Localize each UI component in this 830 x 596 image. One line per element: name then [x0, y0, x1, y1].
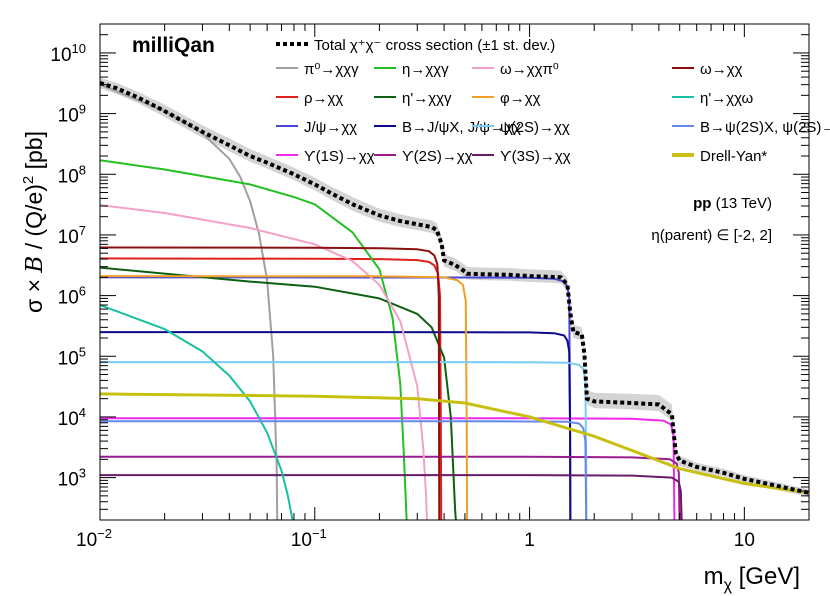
series-line-10 — [100, 361, 588, 520]
x-tick-label-1: 10−1 — [291, 526, 327, 551]
experiment-label: milliQan — [132, 34, 215, 57]
legend-label-13: η'→χχω — [700, 90, 754, 107]
series-line-6 — [100, 331, 572, 520]
y-tick-label-7: 1010 — [50, 41, 86, 66]
y-axis-label: σ × B / (Q/e)2 [pb] — [20, 131, 48, 313]
legend-label-12: ω→χχ — [700, 61, 743, 78]
legend-label-0: π⁰→χχγ — [304, 61, 359, 78]
series-line-12 — [100, 246, 441, 520]
legend-label-2: J/ψ→χχ — [304, 119, 357, 136]
y-tick-label-6: 109 — [58, 102, 86, 127]
y-tick-label-5: 108 — [58, 162, 86, 187]
legend-label-4: η→χχγ — [402, 61, 449, 78]
legend-label-1: ρ→χχ — [304, 90, 343, 107]
y-tick-label-4: 107 — [58, 223, 86, 248]
x-axis-label: mχ [GeV] — [704, 563, 800, 594]
y-tick-label-1: 104 — [58, 405, 86, 430]
series-line-2 — [100, 276, 572, 520]
plot-frame — [99, 23, 810, 521]
axis-ticks — [99, 23, 810, 521]
legend: Total χ⁺χ⁻ cross section (±1 st. dev.) π… — [276, 37, 830, 165]
series-line-5 — [100, 266, 457, 520]
series-line-14 — [100, 420, 588, 520]
legend-label-14: B→ψ(2S)X, ψ(2S)→χχ — [700, 119, 830, 136]
legend-label-11: ϒ(3S)→χχ — [500, 148, 571, 165]
x-tick-label-2: 1 — [524, 530, 535, 551]
series-line-9 — [100, 275, 469, 520]
legend-label-15: Drell-Yan* — [700, 148, 767, 165]
plot-area — [100, 77, 809, 520]
legend-label-total: Total χ⁺χ⁻ cross section (±1 st. dev.) — [314, 37, 555, 54]
y-tick-label-0: 103 — [58, 466, 86, 491]
legend-label-6: B→J/ψX, J/ψ→χχ — [402, 119, 521, 136]
series-line-8 — [100, 204, 428, 520]
legend-label-8: ω→χχπ⁰ — [500, 61, 559, 78]
total-uncertainty-band — [100, 77, 809, 497]
legend-label-5: η'→χχγ — [402, 90, 452, 107]
series-line-4 — [100, 159, 408, 520]
series-line-11 — [100, 474, 683, 520]
series-line-7 — [100, 455, 681, 520]
eta-annotation: η(parent) ∈ [-2, 2] — [651, 227, 772, 244]
x-tick-label-0: 10−2 — [76, 526, 112, 551]
legend-label-9: φ→χχ — [500, 90, 541, 107]
x-tick-label-3: 10 — [734, 530, 755, 551]
total-line — [100, 81, 809, 495]
series-line-15 — [100, 392, 809, 495]
y-tick-label-2: 105 — [58, 344, 86, 369]
tick-labels: 10−2 10−1 1 10 103 104 105 106 107 108 109 1010 — [50, 41, 755, 551]
series-line-3 — [100, 417, 676, 520]
y-tick-label-3: 106 — [58, 284, 86, 309]
legend-label-7: ϒ(2S)→χχ — [402, 148, 473, 165]
legend-label-3: ϒ(1S)→χχ — [304, 148, 375, 165]
energy-annotation: pp (13 TeV) — [693, 195, 772, 212]
legend-label-10: ψ(2S)→χχ — [500, 119, 570, 136]
series-line-13 — [100, 304, 294, 520]
